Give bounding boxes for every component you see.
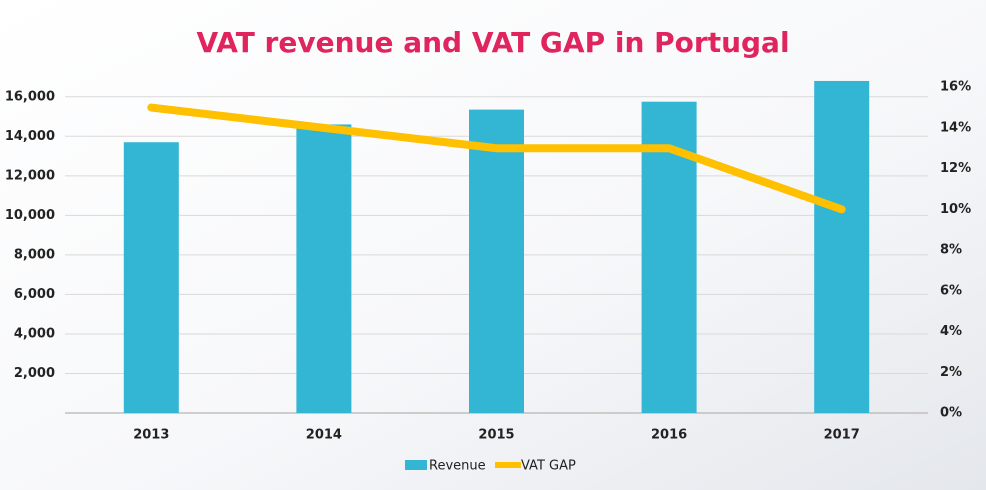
x-tick-label: 2013 [133,428,169,443]
y2-tick-label: 4% [940,324,962,339]
y-tick-label: 12,000 [5,168,55,183]
y2-tick-label: 8% [940,243,962,258]
legend-label: VAT GAP [521,459,576,474]
legend-swatch [405,460,427,470]
y-tick-label: 10,000 [5,208,55,223]
bar [814,80,870,413]
line [147,103,846,214]
y2-tick-label: 6% [940,283,962,298]
x-tick-label: 2016 [651,428,687,443]
bar [296,124,352,413]
bar [469,109,524,414]
y-tick-label: 14,000 [5,129,55,144]
y-tick-label: 6,000 [14,287,55,302]
legend-label: Revenue [429,459,486,474]
y2-tick-label: 2% [940,365,962,380]
y2-tick-label: 16% [940,80,971,95]
chart-title: VAT revenue and VAT GAP in Portugal [196,26,789,59]
y2-tick-label: 14% [940,120,971,135]
y-tick-label: 8,000 [14,247,55,262]
bar [123,142,179,414]
x-tick-label: 2015 [478,428,514,443]
y-tick-label: 4,000 [14,326,55,341]
y2-tick-label: 12% [940,161,971,176]
y2-tick-label: 0% [940,406,962,421]
y-tick-label: 16,000 [5,89,55,104]
y2-tick-label: 10% [940,202,971,217]
x-tick-label: 2014 [306,428,342,443]
y-tick-label: 2,000 [14,366,55,381]
x-tick-label: 2017 [824,428,860,443]
